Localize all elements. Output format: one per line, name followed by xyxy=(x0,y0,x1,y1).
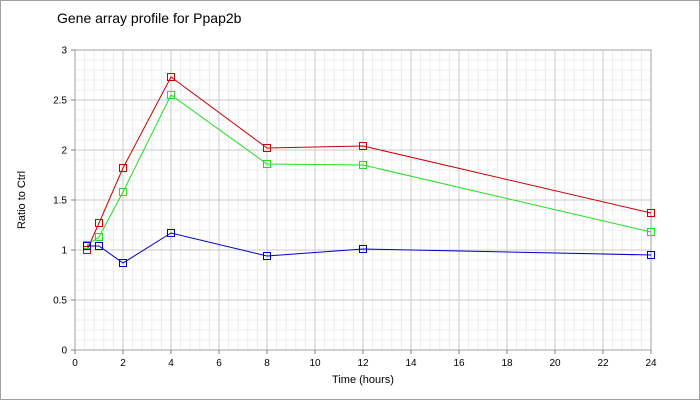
y-tick-label: 0.5 xyxy=(53,296,67,307)
data-point-marker xyxy=(119,164,127,172)
series-layer xyxy=(83,73,655,267)
y-tick-label: 1.5 xyxy=(53,196,67,207)
x-axis-label: Time (hours) xyxy=(332,374,394,386)
series-line xyxy=(87,232,652,264)
series-line xyxy=(86,76,652,251)
data-point-marker xyxy=(263,252,271,260)
data-point-marker xyxy=(119,188,127,196)
x-tick-label: 4 xyxy=(168,358,174,369)
y-tick-label: 2 xyxy=(61,146,67,157)
series-1 xyxy=(83,73,655,254)
y-tick-label: 0 xyxy=(61,346,67,357)
y-tick-label: 2.5 xyxy=(53,96,67,107)
data-point-marker xyxy=(359,161,367,169)
x-tick-label: 10 xyxy=(309,358,321,369)
series-3 xyxy=(83,229,655,267)
x-tick-label: 20 xyxy=(549,358,561,369)
data-point-marker xyxy=(167,229,175,237)
x-tick-label: 14 xyxy=(405,358,417,369)
x-tick-label: 2 xyxy=(120,358,126,369)
data-point-marker xyxy=(263,144,271,152)
data-point-marker xyxy=(167,73,175,81)
x-tick-label: 18 xyxy=(501,358,513,369)
data-point-marker xyxy=(95,242,103,250)
data-point-marker xyxy=(359,245,367,253)
data-point-marker xyxy=(167,91,175,99)
data-point-marker xyxy=(647,251,655,259)
series-line xyxy=(86,94,652,246)
y-tick-label: 3 xyxy=(61,46,67,57)
y-tick-label: 1 xyxy=(61,246,67,257)
x-tick-label: 8 xyxy=(264,358,270,369)
data-point-marker xyxy=(263,160,271,168)
x-tick-label: 24 xyxy=(645,358,657,369)
data-point-marker xyxy=(95,233,103,241)
data-point-marker xyxy=(95,219,103,227)
y-axis-label: Ratio to Ctrl xyxy=(16,171,28,229)
x-tick-label: 12 xyxy=(357,358,369,369)
data-point-marker xyxy=(647,228,655,236)
data-point-marker xyxy=(83,242,91,250)
data-point-marker xyxy=(647,209,655,217)
x-tick-label: 16 xyxy=(453,358,465,369)
data-point-marker xyxy=(359,142,367,150)
x-tick-label: 22 xyxy=(597,358,609,369)
x-tick-label: 0 xyxy=(72,358,78,369)
data-point-marker xyxy=(119,259,127,267)
x-tick-label: 6 xyxy=(216,358,222,369)
chart-title: Gene array profile for Ppap2b xyxy=(57,10,242,26)
